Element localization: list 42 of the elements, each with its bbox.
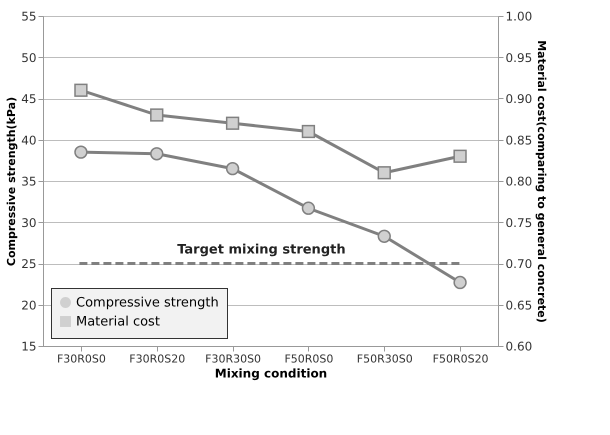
y-tick-label: 35 [21,174,36,188]
x-tick-label: F30R30S0 [205,352,262,366]
y-tick-label: 30 [21,216,36,230]
y2-axis-title: Material cost(comparing to general concrete) [535,40,548,323]
point [150,147,164,160]
point [302,124,316,138]
y-tick-label: 50 [21,50,36,65]
point [378,230,391,243]
point [226,116,240,130]
y2-tick-label: 0.60 [506,340,532,354]
x-tick-label: F50R0S0 [284,352,334,366]
point [74,145,88,159]
y2-tick-label: 0.80 [506,174,532,188]
point [74,84,88,97]
point [453,150,467,163]
y-tick-label: 25 [21,257,36,271]
x-tick-label: F30R0S20 [129,352,186,366]
y-tick-label: 45 [21,92,36,106]
y-tick-label: 40 [21,133,36,148]
y-tick-label: 15 [21,340,36,354]
legend-label: Material cost [76,314,160,330]
y-tick-label: 20 [21,298,36,312]
y2-tick-label: 0.85 [506,133,532,148]
y2-tick-label: 0.90 [506,92,532,106]
ref-line-label: Target mixing strength [177,242,346,258]
point [378,166,391,180]
y2-tick-label: 0.75 [506,216,532,230]
point [302,202,316,215]
point [150,108,164,122]
y2-tick-label: 0.95 [506,50,532,65]
y-tick-label: 55 [21,10,36,24]
legend-label: Compressive strength [76,296,219,310]
point [226,162,240,176]
x-tick-label: F30R0S0 [56,352,106,366]
x-axis-title: Mixing condition [214,366,328,380]
x-tick-label: F50R0S20 [432,352,489,366]
y2-tick-label: 0.70 [506,257,532,271]
y-axis-title: Compressive strength(kPa) [5,96,18,266]
point [453,276,467,290]
x-tick-label: F50R30S0 [356,352,413,366]
y2-tick-label: 0.65 [506,298,532,312]
y2-tick-label: 1.00 [506,10,532,24]
